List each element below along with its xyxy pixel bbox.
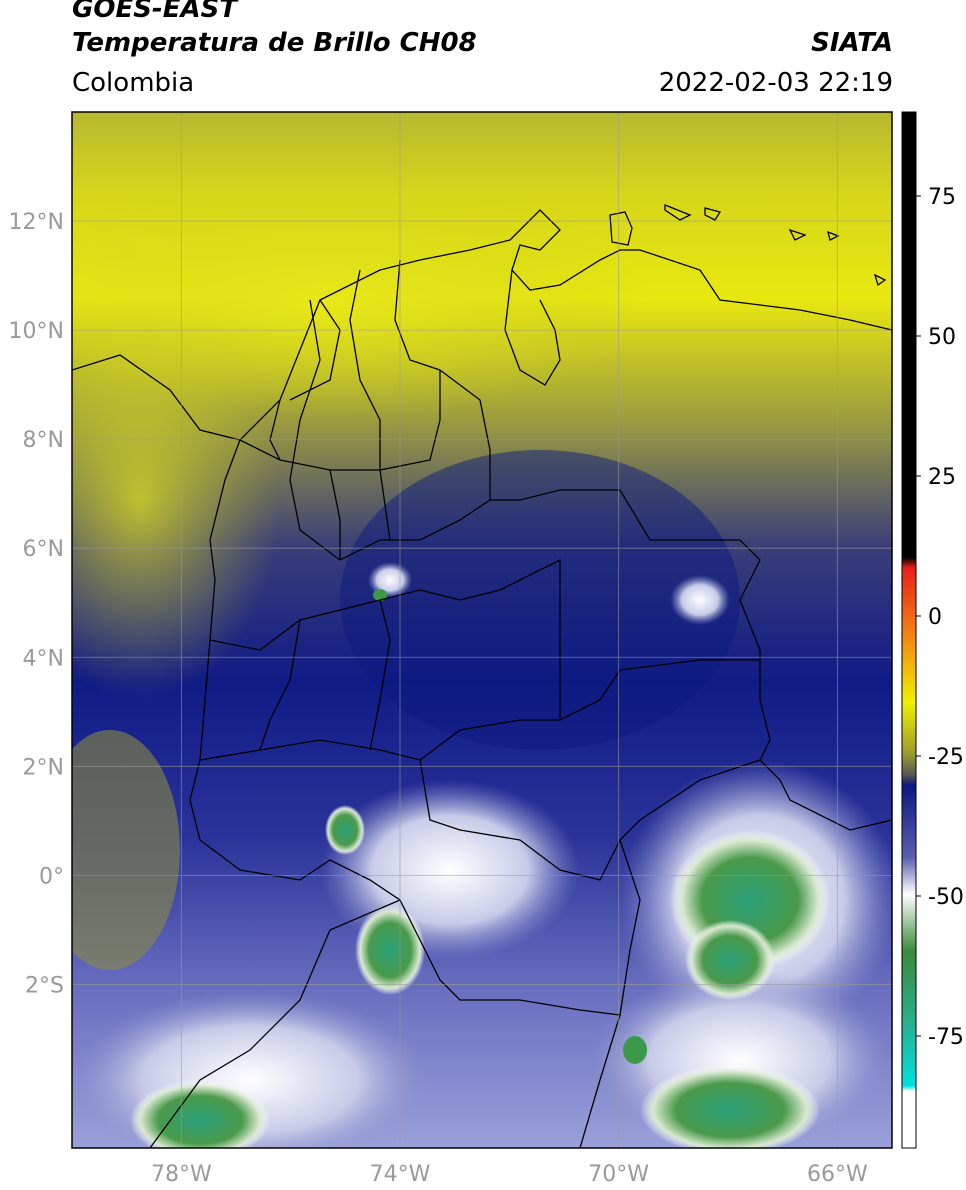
- lat-tick-label: 12°N: [9, 210, 64, 235]
- lat-tick-label: 10°N: [9, 319, 64, 344]
- lon-tick-label: 74°W: [370, 1162, 431, 1187]
- colorbar-tick-label: 50: [928, 325, 956, 350]
- colorbar-tick-label: 75: [928, 185, 956, 210]
- lon-tick-label: 66°W: [807, 1162, 868, 1187]
- colorbar-tick-label: -75: [928, 1025, 964, 1050]
- colorbar-tick-label: -25: [928, 745, 964, 770]
- lon-tick-label: 70°W: [588, 1162, 649, 1187]
- longitude-labels: 78°W 74°W 70°W 66°W: [151, 1162, 868, 1187]
- lat-tick-label: 0°: [39, 864, 64, 889]
- lat-tick-label: 4°N: [23, 646, 64, 671]
- colorbar-tick-label: -50: [928, 885, 964, 910]
- colorbar: [901, 111, 917, 1149]
- lon-tick-label: 78°W: [151, 1162, 212, 1187]
- title-product: Temperatura de Brillo CH08: [72, 28, 477, 58]
- lat-tick-label: 2°N: [23, 755, 64, 780]
- organization-label: SIATA: [811, 28, 893, 58]
- gridlines: [72, 112, 892, 1148]
- islands: [609, 204, 887, 287]
- colorbar-ticks: 75 50 25 0 -25 -50 -75: [916, 185, 964, 1050]
- colorbar-tick-label: 25: [928, 465, 956, 490]
- lat-tick-label: 2°S: [25, 973, 64, 998]
- datetime-label: 2022-02-03 22:19: [658, 68, 893, 98]
- region-label: Colombia: [72, 68, 195, 98]
- latitude-labels: 12°N 10°N 8°N 6°N 4°N 2°N 0° 2°S: [9, 210, 64, 998]
- colorbar-tick-label: 0: [928, 605, 942, 630]
- country-borders: [72, 209, 892, 1148]
- lat-tick-label: 6°N: [23, 537, 64, 562]
- title-satellite: GOES-EAST: [72, 0, 238, 24]
- map-frame: [71, 111, 893, 1149]
- brightness-temperature-image: [72, 112, 892, 1148]
- lat-tick-label: 8°N: [23, 428, 64, 453]
